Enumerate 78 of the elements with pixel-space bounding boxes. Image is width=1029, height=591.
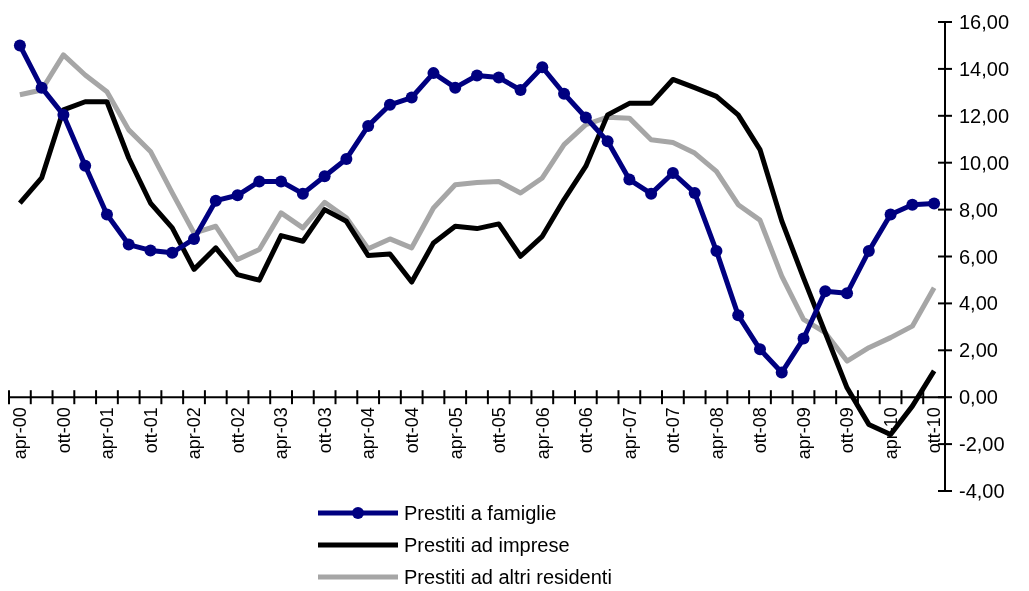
point <box>35 81 48 94</box>
y-tick-label: 16,00 <box>959 11 1010 33</box>
x-tick-label: ott-03 <box>314 407 335 454</box>
point <box>13 39 26 52</box>
x-tick-label: apr-07 <box>619 407 640 460</box>
x-tick-label: apr-04 <box>358 407 379 460</box>
point <box>231 189 244 202</box>
point <box>253 175 266 188</box>
point <box>275 175 288 188</box>
point <box>471 69 483 82</box>
x-tick-label: apr-00 <box>10 407 31 460</box>
y-tick-label: 12,00 <box>959 104 1010 127</box>
x-tick-label: apr-02 <box>184 407 205 460</box>
x-tick-label: apr-09 <box>793 407 814 460</box>
point <box>122 238 135 251</box>
x-tick-label: apr-03 <box>271 407 292 460</box>
point <box>340 152 353 165</box>
point <box>536 61 549 74</box>
point <box>579 111 592 124</box>
point <box>188 232 201 245</box>
x-tick-label: ott-04 <box>402 407 422 454</box>
y-tick-label: 10,00 <box>959 151 1010 174</box>
point <box>166 246 179 259</box>
point <box>318 170 331 183</box>
point <box>558 87 571 100</box>
point <box>688 186 701 199</box>
point <box>623 173 636 186</box>
point <box>645 187 658 200</box>
point <box>884 208 897 221</box>
point <box>819 285 832 298</box>
point <box>57 108 70 121</box>
x-tick-label: ott-05 <box>489 407 510 454</box>
y-tick-label: -2,00 <box>959 433 1005 456</box>
point <box>514 84 527 97</box>
y-tick-label: 2,00 <box>959 339 998 362</box>
point <box>492 71 505 84</box>
y-tick-label: 14,00 <box>959 57 1010 80</box>
point <box>100 208 113 221</box>
point <box>209 194 222 207</box>
legend-label: Prestiti ad imprese <box>404 534 570 556</box>
point <box>732 309 745 322</box>
point <box>405 91 418 104</box>
point <box>753 343 766 356</box>
x-tick-label: ott-02 <box>227 407 248 454</box>
y-tick-label: 8,00 <box>959 198 998 221</box>
point <box>710 245 723 258</box>
point <box>362 119 375 132</box>
x-tick-label: ott-07 <box>663 407 684 454</box>
legend-label: Prestiti a famiglie <box>404 502 557 524</box>
point <box>79 159 92 172</box>
point <box>906 198 919 211</box>
y-tick-label: 4,00 <box>959 292 998 315</box>
point <box>862 245 875 258</box>
y-tick-label: -4,00 <box>959 480 1005 502</box>
point <box>144 244 157 257</box>
point <box>775 366 788 379</box>
y-tick-label: 0,00 <box>959 386 998 409</box>
x-tick-label: apr-06 <box>532 407 553 460</box>
x-tick-label: ott-01 <box>140 407 161 454</box>
x-tick-label: ott-08 <box>750 407 771 454</box>
point <box>928 197 941 210</box>
point <box>383 98 396 111</box>
point <box>797 332 810 345</box>
x-tick-label: ott-10 <box>924 407 945 454</box>
legend-label: Prestiti ad altri residenti <box>404 566 612 588</box>
x-tick-label: ott-00 <box>53 407 74 454</box>
x-tick-label: ott-09 <box>837 407 858 454</box>
point <box>296 187 309 200</box>
point <box>427 67 440 80</box>
point <box>666 167 679 180</box>
x-tick-label: apr-01 <box>97 407 118 460</box>
y-tick-label: 6,00 <box>959 245 998 268</box>
x-tick-label: apr-05 <box>445 407 466 460</box>
point <box>601 135 614 148</box>
point <box>841 287 854 300</box>
x-tick-label: apr-08 <box>706 407 727 460</box>
x-tick-label: ott-06 <box>576 407 597 454</box>
point <box>449 81 462 94</box>
